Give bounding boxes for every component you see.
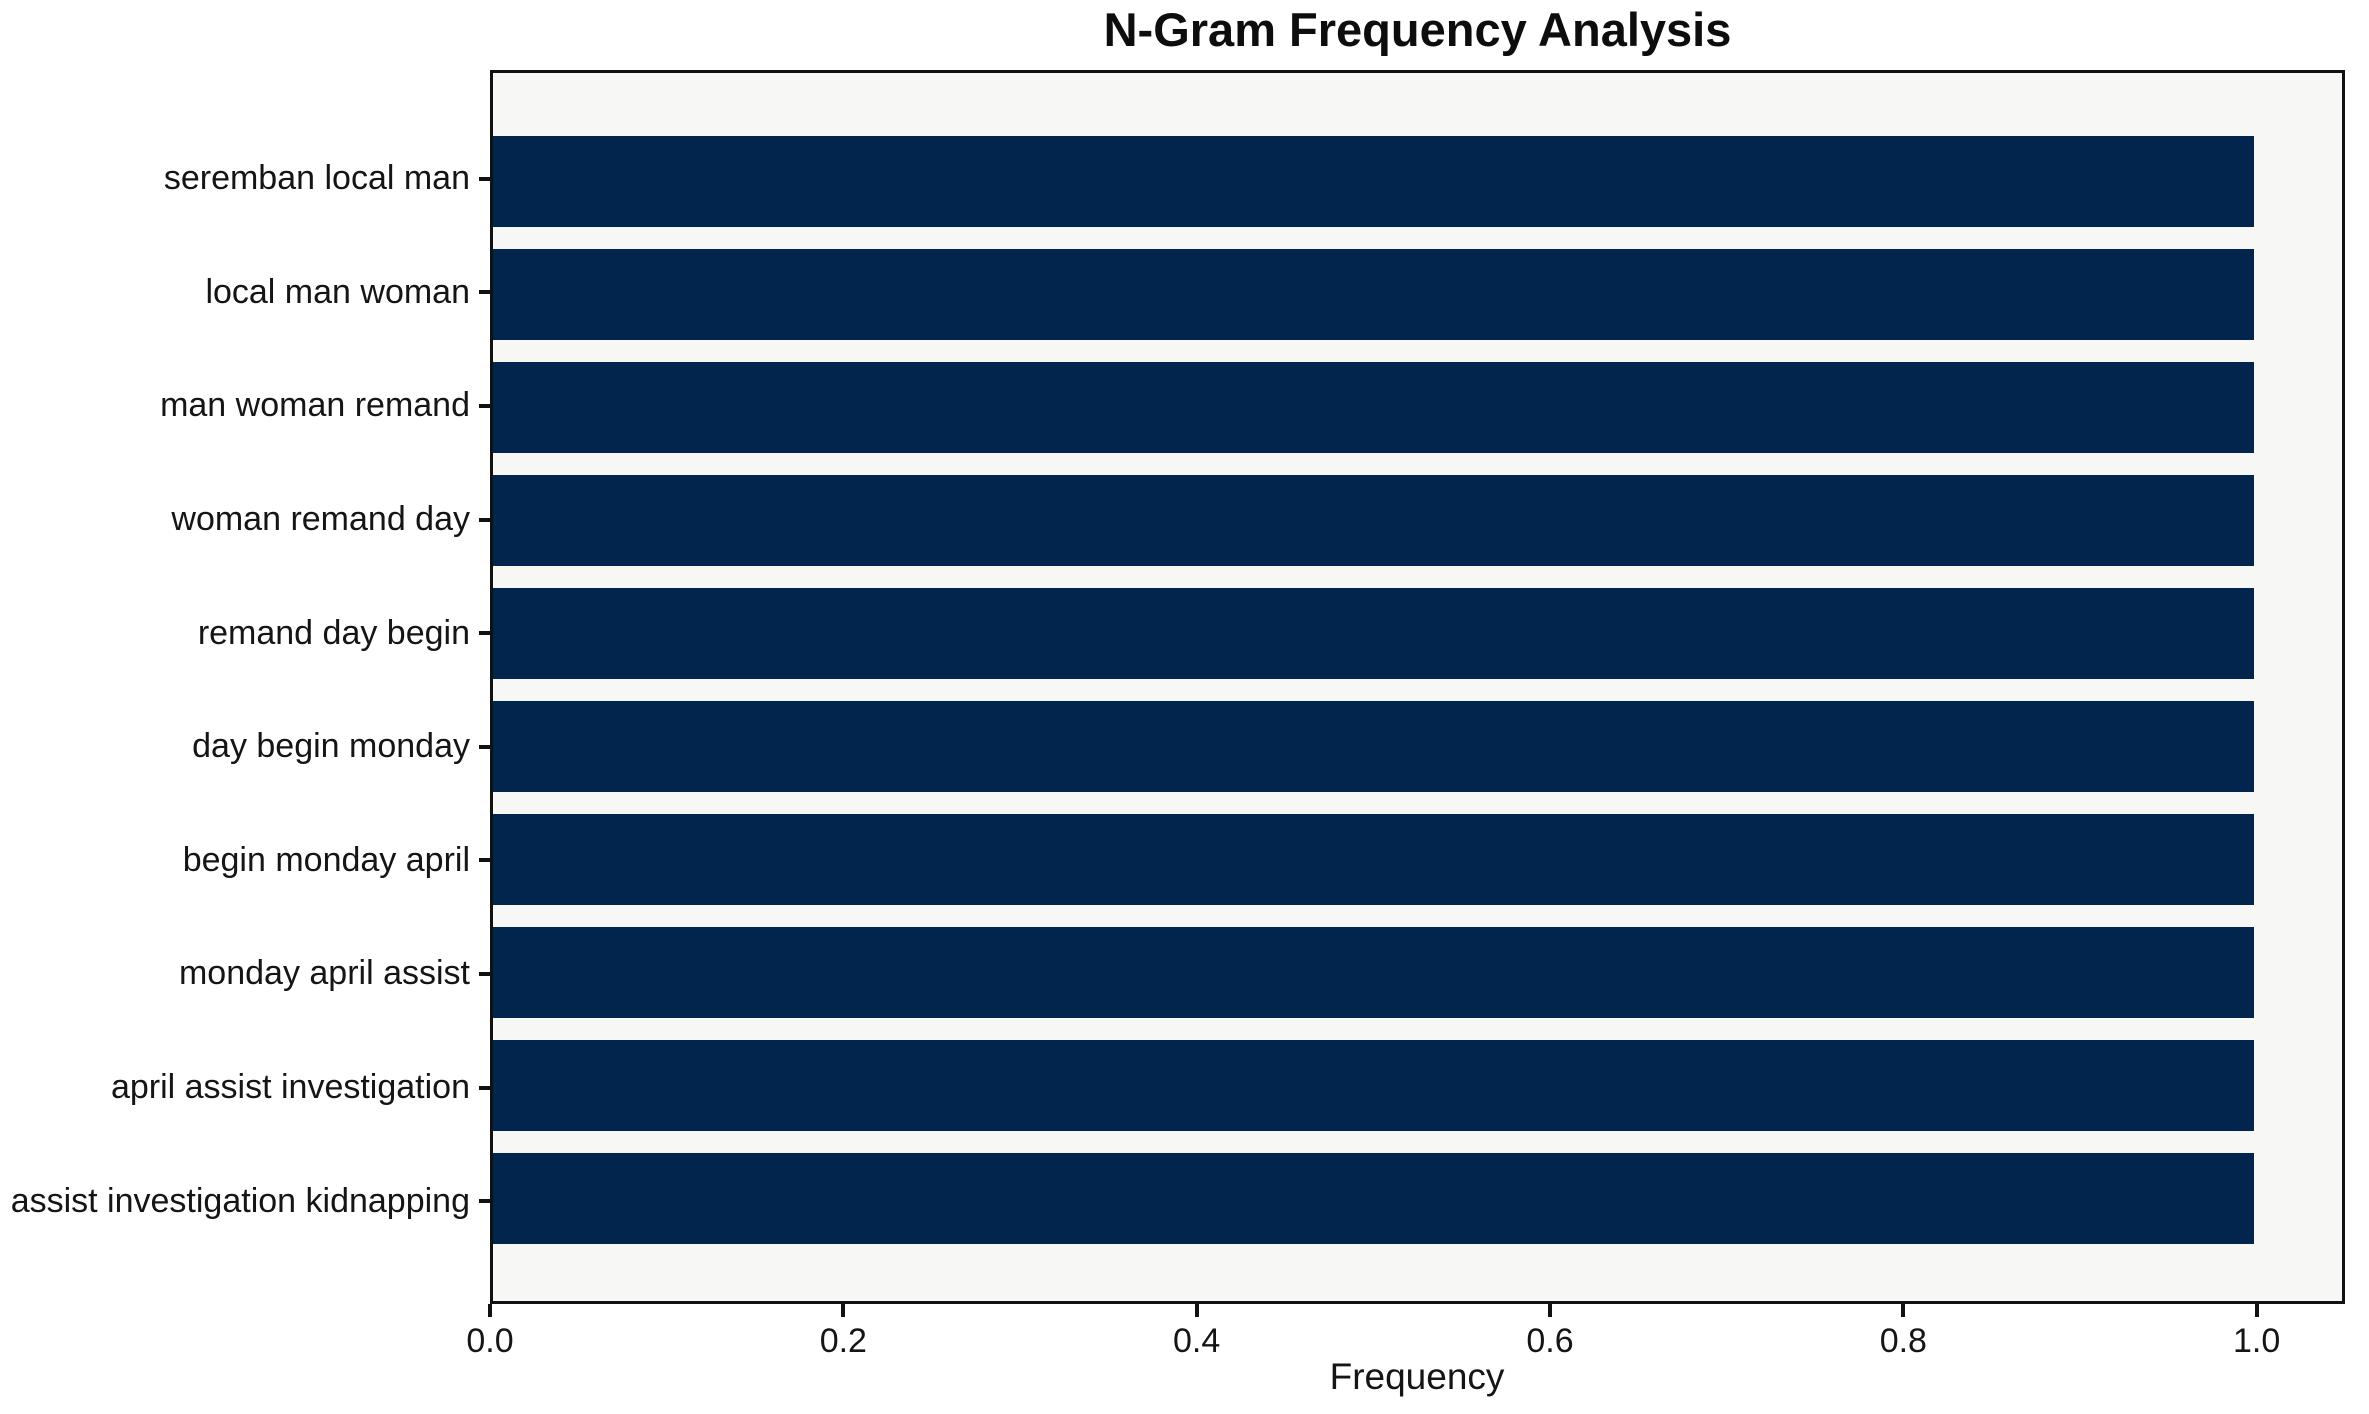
y-tick-mark — [479, 176, 490, 181]
y-tick-row: day begin monday — [0, 690, 490, 804]
y-tick-row: local man woman — [0, 236, 490, 350]
x-tick-label: 0.6 — [1526, 1322, 1574, 1360]
x-tick-label: 0.4 — [1173, 1322, 1221, 1360]
x-tick-label: 0.8 — [1879, 1322, 1927, 1360]
x-tick-mark — [841, 1304, 846, 1317]
y-tick-label: local man woman — [205, 272, 470, 311]
bar-row — [493, 577, 2342, 690]
y-axis-labels: seremban local man local man woman man wom… — [0, 70, 490, 1304]
bar-row — [493, 238, 2342, 351]
bar-row — [493, 464, 2342, 577]
x-tick-mark — [1548, 1304, 1552, 1317]
y-tick-row: remand day begin — [0, 576, 490, 690]
x-tick-mark — [1901, 1304, 1906, 1317]
bar-row — [493, 125, 2342, 238]
bar — [493, 700, 2254, 793]
x-tick-label: 0.0 — [466, 1322, 514, 1360]
y-tick-row: monday april assist — [0, 917, 490, 1031]
y-tick-mark — [479, 1199, 490, 1204]
x-axis: 0.0 0.2 0.4 0.6 0.8 1.0 — [466, 1304, 2345, 1384]
bar-row — [493, 803, 2342, 916]
plot-area — [490, 70, 2345, 1304]
y-tick-row: begin monday april — [0, 804, 490, 918]
bar-row — [493, 1142, 2342, 1255]
bar — [493, 474, 2254, 567]
y-tick-mark — [479, 631, 490, 636]
bar-row — [493, 916, 2342, 1029]
x-tick-mark — [1194, 1304, 1199, 1317]
y-tick-mark — [479, 858, 490, 863]
y-tick-row: assist investigation kidnapping — [0, 1144, 490, 1258]
y-tick-label: assist investigation kidnapping — [10, 1181, 470, 1220]
y-tick-row: woman remand day — [0, 463, 490, 577]
y-tick-mark — [479, 517, 490, 522]
bar-row — [493, 351, 2342, 464]
bar — [493, 926, 2254, 1019]
y-tick-label: man woman remand — [160, 386, 470, 425]
y-tick-label: woman remand day — [171, 500, 470, 539]
y-tick-row: april assist investigation — [0, 1031, 490, 1145]
y-tick-label: remand day begin — [197, 613, 470, 652]
y-tick-row: man woman remand — [0, 349, 490, 463]
y-tick-mark — [479, 1085, 490, 1090]
y-tick-label: april assist investigation — [110, 1068, 470, 1107]
y-tick-label: seremban local man — [163, 159, 470, 198]
x-axis-title: Frequency — [1329, 1356, 1505, 1397]
y-tick-row: seremban local man — [0, 122, 490, 236]
bar — [493, 1039, 2254, 1132]
y-tick-mark — [479, 403, 490, 408]
bar — [493, 248, 2254, 341]
y-tick-label: begin monday april — [182, 840, 470, 879]
bar-row — [493, 1029, 2342, 1142]
chart-title: N-Gram Frequency Analysis — [1103, 3, 1732, 56]
bar — [493, 813, 2254, 906]
y-tick-label: day begin monday — [192, 727, 470, 766]
y-tick-mark — [479, 971, 490, 976]
bar-row — [493, 690, 2342, 803]
bar — [493, 135, 2254, 228]
x-tick-label: 1.0 — [2233, 1322, 2281, 1360]
bars-container — [493, 73, 2342, 1301]
y-tick-mark — [479, 744, 490, 749]
x-tick-mark — [2254, 1304, 2259, 1317]
y-tick-mark — [479, 290, 490, 295]
x-tick-label: 0.2 — [819, 1322, 867, 1360]
bar — [493, 361, 2254, 454]
x-tick-mark — [488, 1304, 492, 1317]
bar — [493, 1152, 2254, 1245]
y-tick-label: monday april assist — [178, 954, 470, 993]
bar — [493, 587, 2254, 680]
